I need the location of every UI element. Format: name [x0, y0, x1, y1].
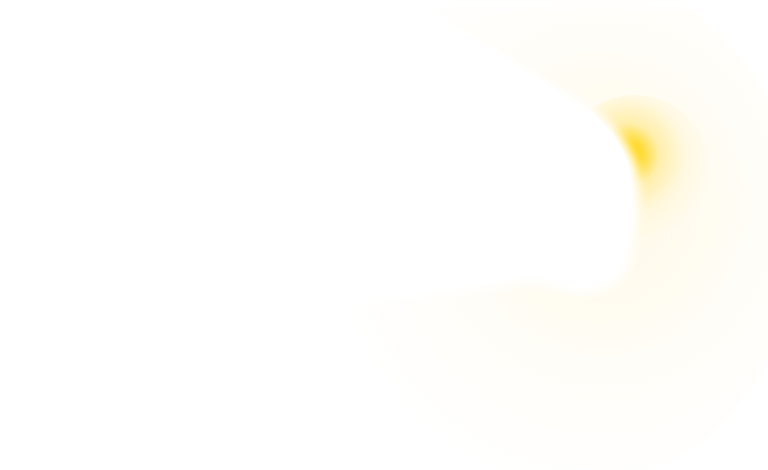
yellow-light-glow	[560, 95, 710, 245]
white-blob-core	[0, 0, 632, 300]
soft-yellow-haze	[330, 0, 768, 470]
white-blob-fill	[0, 0, 768, 307]
